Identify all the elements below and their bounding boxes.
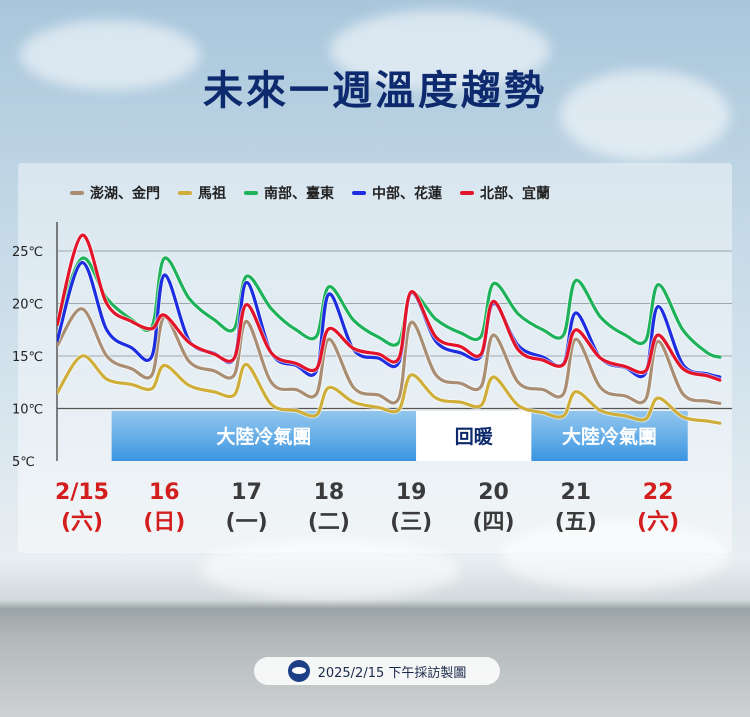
series-line (57, 233, 722, 382)
day-of-week: (二) (307, 510, 350, 535)
series-line (57, 307, 722, 405)
legend-swatch (70, 191, 84, 195)
legend-label: 澎湖、金門 (90, 186, 160, 202)
day-date: 19 (395, 480, 427, 505)
footer-credit: 2025/2/15 下午採訪製圖 (254, 657, 500, 685)
day-label: 16 (日) (119, 478, 209, 538)
y-tick-label: 15℃ (12, 350, 43, 365)
day-date: 16 (148, 480, 180, 505)
weather-band-label: 大陸冷氣團 (562, 425, 657, 448)
legend-label: 馬祖 (198, 186, 226, 202)
weather-band (416, 411, 532, 461)
legend-item: 馬祖 (178, 182, 226, 204)
page-title: 未來一週溫度趨勢 (203, 68, 547, 114)
day-label: 18 (二) (284, 478, 374, 538)
day-of-week: (四) (472, 510, 515, 535)
day-date: 21 (560, 480, 592, 505)
chart-legend: 澎湖、金門 馬祖 南部、臺東 中部、花蓮 北部、宜蘭 (70, 182, 550, 204)
day-label: 19 (三) (366, 478, 456, 538)
day-of-week: (五) (554, 510, 597, 535)
weather-band-label: 大陸冷氣團 (216, 425, 311, 448)
cwa-logo-icon (287, 660, 310, 682)
day-date: 18 (313, 480, 345, 505)
footer-text: 2025/2/15 下午採訪製圖 (317, 665, 467, 681)
day-label: 20 (四) (449, 478, 539, 538)
y-tick-label: 20℃ (12, 298, 43, 313)
y-tick-label: 5℃ (12, 455, 35, 470)
weather-band (111, 411, 417, 461)
series-lines (57, 232, 722, 426)
day-of-week: (六) (637, 510, 680, 535)
weather-band-label: 回暖 (455, 425, 494, 448)
background-cloud (200, 540, 460, 600)
background-cloud (20, 20, 200, 90)
legend-swatch (352, 191, 366, 195)
day-of-week: (六) (60, 510, 104, 535)
legend-item: 北部、宜蘭 (460, 182, 550, 204)
day-label: 2/15 (六) (37, 478, 127, 538)
legend-label: 中部、花蓮 (372, 186, 442, 202)
legend-swatch (460, 191, 474, 195)
legend-label: 北部、宜蘭 (480, 186, 550, 202)
day-date: 20 (478, 480, 509, 505)
legend-swatch (244, 191, 258, 195)
y-tick-label: 25℃ (12, 245, 43, 260)
day-date: 2/15 (55, 480, 109, 505)
day-label: 17 (一) (202, 478, 292, 538)
day-label: 22 (六) (613, 478, 703, 538)
series-line (57, 354, 722, 425)
day-of-week: (日) (143, 510, 186, 535)
day-of-week: (三) (390, 510, 433, 535)
legend-swatch (178, 191, 192, 195)
legend-item: 澎湖、金門 (70, 182, 160, 204)
day-of-week: (一) (225, 510, 268, 535)
background-cloud (330, 10, 550, 90)
legend-label: 南部、臺東 (264, 186, 334, 202)
tree-line (0, 600, 750, 610)
legend-item: 中部、花蓮 (352, 182, 442, 204)
series-line (57, 256, 722, 359)
day-date: 17 (231, 480, 262, 505)
y-tick-label: 10℃ (12, 403, 43, 418)
day-label: 21 (五) (531, 478, 621, 538)
background-cloud (560, 70, 730, 160)
day-date: 22 (642, 480, 674, 505)
legend-item: 南部、臺東 (244, 182, 334, 204)
background-cloud (500, 520, 730, 590)
